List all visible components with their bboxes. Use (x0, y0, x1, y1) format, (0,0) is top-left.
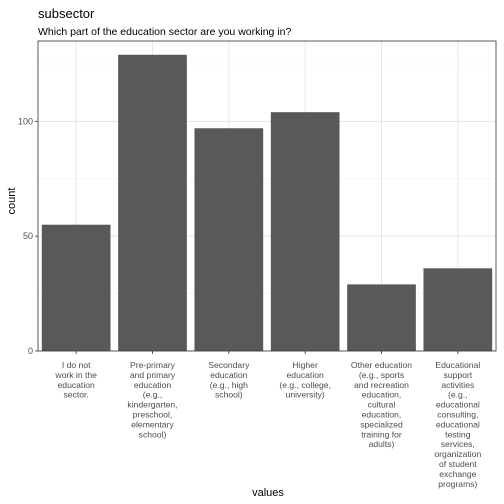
x-tick-label: Other education (e.g., sports and recreati… (351, 360, 412, 449)
y-axis-title: count (6, 188, 18, 215)
bar (42, 225, 111, 351)
y-tick-label: 50 (23, 231, 33, 241)
bar (423, 268, 492, 351)
chart-subtitle: Which part of the education sector are y… (38, 26, 291, 38)
x-tick-label: Pre-primary and primary education (e.g., kin… (127, 360, 177, 439)
bar (118, 55, 187, 351)
x-tick-label: Higher education (e.g., college, university… (279, 360, 331, 400)
y-tick-label: 0 (28, 346, 33, 356)
chart-title: subsector (38, 6, 95, 21)
x-axis: I do not work in the education sector. Pre-p… (54, 351, 481, 489)
x-axis-title: values (252, 487, 284, 499)
bar (347, 284, 416, 351)
bar (194, 128, 263, 351)
x-tick-label: Educational support activities (e.g., educat… (434, 360, 481, 489)
x-tick-label: I do not work in the education sector. (54, 360, 97, 400)
y-axis: 0 50 100 (18, 116, 38, 356)
bar (271, 112, 340, 351)
x-tick-label: Secondary education (e.g., high school) (208, 360, 250, 400)
y-tick-label: 100 (18, 116, 33, 126)
